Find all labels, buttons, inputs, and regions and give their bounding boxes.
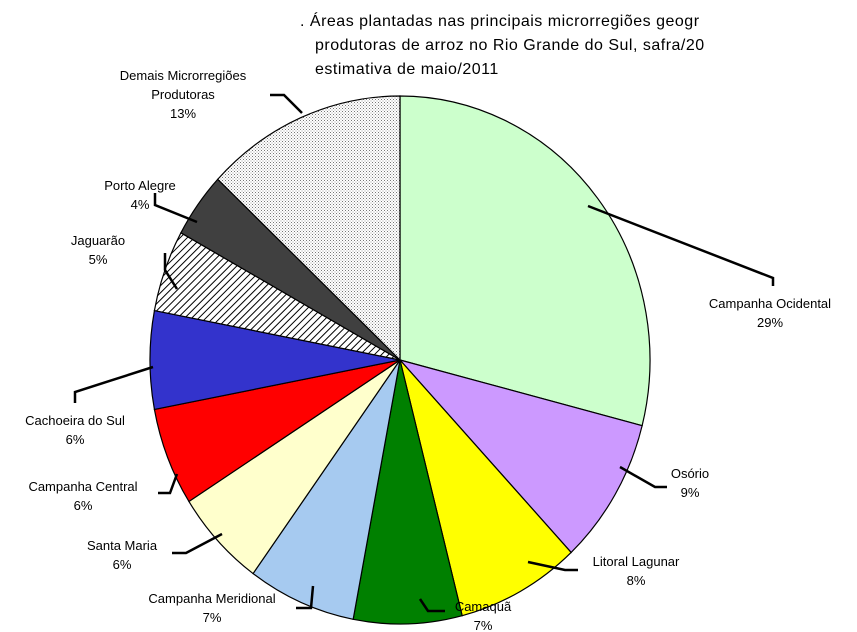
leader-line <box>527 560 578 572</box>
value-label: 9% <box>680 485 700 500</box>
category-label: Osório <box>670 466 710 481</box>
value-label: 4% <box>130 197 150 212</box>
value-label: 6% <box>112 557 132 572</box>
data-label: Campanha Central 6% <box>0 477 168 515</box>
pie-slice <box>216 95 401 362</box>
leader-line <box>418 598 445 613</box>
leader-line <box>158 473 179 495</box>
category-label: Cachoeira do Sul <box>25 413 125 428</box>
value-label: 7% <box>202 610 222 625</box>
category-label: Campanha Ocidental <box>708 296 832 311</box>
category-label: Santa Maria <box>86 538 158 553</box>
leader-line <box>270 93 303 114</box>
leader-line <box>296 585 315 610</box>
value-label: 6% <box>65 432 85 447</box>
leader-line <box>163 253 179 290</box>
data-label: Camaquã 7% <box>398 597 568 632</box>
data-label: Campanha Meridional 7% <box>127 589 297 627</box>
title-line: produtoras de arroz no Rio Grande do Sul… <box>315 37 705 54</box>
category-label: Jaguarão <box>70 233 126 248</box>
leader-line <box>587 204 775 286</box>
title-line: estimativa de maio/2011 <box>315 61 499 78</box>
category-label: Demais Microrregiões Produtoras <box>119 68 247 102</box>
category-label: Campanha Meridional <box>148 591 276 606</box>
data-label: Porto Alegre 4% <box>55 176 225 214</box>
pie-slice <box>399 95 651 427</box>
data-label: Cachoeira do Sul 6% <box>0 411 160 449</box>
value-label: 6% <box>73 498 93 513</box>
pie-slice <box>252 359 401 621</box>
data-label: Demais Microrregiões Produtoras 13% <box>98 66 268 123</box>
value-label: 29% <box>756 315 784 330</box>
category-label: Litoral Lagunar <box>592 554 680 569</box>
pie-slice <box>399 359 572 617</box>
data-label: Campanha Ocidental 29% <box>685 294 855 332</box>
value-label: 7% <box>473 618 493 632</box>
pie-slice <box>352 359 463 625</box>
data-label: Jaguarão 5% <box>13 231 183 269</box>
data-label: Santa Maria 6% <box>37 536 207 574</box>
data-label: Litoral Lagunar 8% <box>551 552 721 590</box>
pie-slice <box>398 358 643 554</box>
leader-line <box>73 365 154 403</box>
title-line: . Áreas plantadas nas principais microrr… <box>300 11 700 30</box>
leader-line <box>172 532 223 555</box>
category-label: Camaquã <box>454 599 512 614</box>
value-label: 13% <box>169 106 197 121</box>
leader-line <box>153 193 198 224</box>
category-label: Campanha Central <box>28 479 138 494</box>
category-label: Porto Alegre <box>104 178 176 193</box>
value-label: 5% <box>88 252 108 267</box>
data-label: Osório 9% <box>605 464 775 502</box>
value-label: 8% <box>626 573 646 588</box>
leader-line <box>619 465 667 489</box>
